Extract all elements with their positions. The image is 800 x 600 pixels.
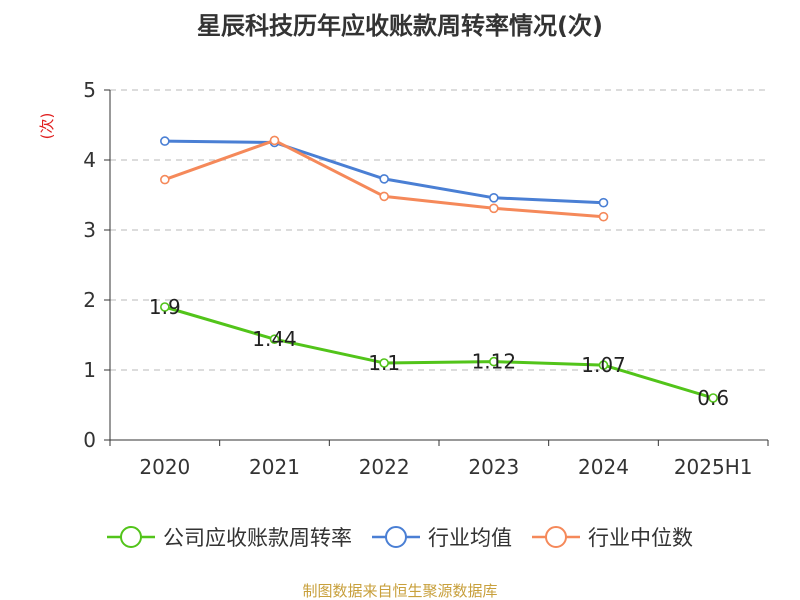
legend-marker <box>385 526 407 548</box>
data-point <box>160 136 170 146</box>
data-point <box>598 197 609 208</box>
y-tick-label: 2 <box>83 288 96 312</box>
legend-item[interactable]: 公司应收账款周转率 <box>107 526 352 550</box>
data-point <box>489 193 499 203</box>
source-footer: 制图数据来自恒生聚源数据库 <box>302 582 497 600</box>
series-layer <box>160 135 718 403</box>
y-tick-label: 4 <box>83 148 96 172</box>
axes: 0 1 2 3 4 5 2020 2021 2022 2023 2024 2025H1 <box>83 78 769 479</box>
data-label: 1.9 <box>149 295 181 319</box>
data-point <box>269 334 280 345</box>
data-point <box>160 302 170 312</box>
data-point <box>379 358 389 368</box>
x-tick-label: 2025H1 <box>674 455 753 479</box>
series-line <box>164 305 714 400</box>
data-point <box>598 211 609 222</box>
data-label: 1.12 <box>472 350 517 374</box>
legend-marker <box>120 526 142 548</box>
data-label: 1.07 <box>581 353 626 377</box>
legend-label: 公司应收账款周转率 <box>163 526 352 550</box>
x-tick-label: 2021 <box>249 455 300 479</box>
data-point <box>379 191 389 202</box>
data-point <box>160 174 170 185</box>
x-tick-label: 2020 <box>139 455 190 479</box>
x-tick-label: 2024 <box>578 455 629 479</box>
data-point <box>598 360 609 370</box>
y-tick-label: 3 <box>83 218 96 242</box>
data-point <box>489 203 499 214</box>
legend-marker <box>545 526 567 548</box>
data-point <box>708 393 718 403</box>
data-point <box>269 135 280 146</box>
x-tick-label: 2022 <box>359 455 410 479</box>
y-tick-label: 0 <box>83 428 96 452</box>
data-point <box>379 174 389 184</box>
data-point <box>489 356 499 367</box>
data-label: 0.6 <box>697 386 729 410</box>
y-axis-label: (次) <box>38 113 56 140</box>
grid-lines <box>110 89 768 371</box>
legend-item[interactable]: 行业中位数 <box>532 526 693 550</box>
y-tick-label: 1 <box>83 358 96 382</box>
data-label: 1.44 <box>252 327 297 351</box>
legend-label: 行业中位数 <box>588 526 693 550</box>
legend-label: 行业均值 <box>428 526 512 550</box>
legend-item[interactable]: 行业均值 <box>372 526 512 550</box>
data-labels: 1.9 1.44 1.1 1.12 1.07 0.6 <box>149 295 729 410</box>
y-tick-label: 5 <box>83 78 96 102</box>
x-tick-label: 2023 <box>468 455 519 479</box>
legend[interactable]: 公司应收账款周转率 行业均值 行业中位数 <box>107 526 693 550</box>
data-label: 1.1 <box>368 351 400 375</box>
chart-title: 星辰科技历年应收账款周转率情况(次) <box>197 12 603 40</box>
